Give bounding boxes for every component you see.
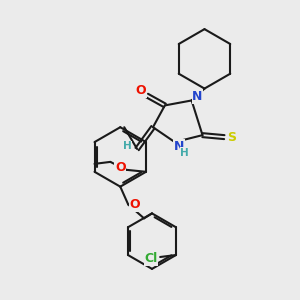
Text: O: O bbox=[130, 198, 140, 211]
Text: Cl: Cl bbox=[145, 253, 158, 266]
Text: H: H bbox=[123, 141, 132, 151]
Text: H: H bbox=[180, 148, 189, 158]
Text: S: S bbox=[227, 130, 236, 144]
Text: O: O bbox=[136, 84, 146, 97]
Text: N: N bbox=[173, 140, 184, 152]
Text: O: O bbox=[115, 161, 126, 174]
Text: N: N bbox=[192, 90, 203, 103]
